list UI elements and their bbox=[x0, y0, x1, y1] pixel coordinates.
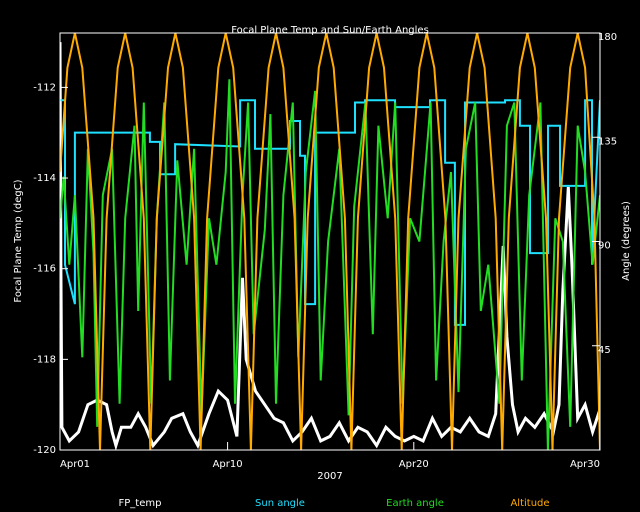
series-line bbox=[60, 42, 600, 450]
y2-axis-label: Angle (degrees) bbox=[621, 201, 632, 281]
series-line bbox=[60, 99, 600, 326]
series-line bbox=[60, 33, 600, 450]
legend-entry: FP_temp bbox=[119, 498, 162, 509]
legend-entry: Earth angle bbox=[386, 498, 444, 509]
x-tick-label: Apr20 bbox=[399, 459, 429, 470]
y2-tick-label: 135 bbox=[598, 136, 617, 147]
legend-entry: Altitude bbox=[510, 498, 549, 509]
y2-tick-label: 180 bbox=[598, 32, 617, 43]
legend-entry: Sun angle bbox=[255, 498, 305, 509]
y-tick-label: -118 bbox=[33, 354, 56, 365]
y-tick-label: -112 bbox=[33, 82, 56, 93]
y-tick-label: -120 bbox=[33, 445, 56, 456]
y-tick-label: -116 bbox=[33, 264, 56, 275]
plot-area bbox=[60, 33, 600, 450]
chart-title: Focal Plane Temp and Sun/Earth Angles bbox=[231, 25, 429, 36]
x-tick-label: Apr01 bbox=[60, 459, 90, 470]
series-line bbox=[60, 79, 600, 450]
x-tick-label: Apr10 bbox=[213, 459, 243, 470]
y-tick-label: -114 bbox=[33, 173, 56, 184]
x-axis-label: 2007 bbox=[317, 471, 342, 482]
y-axis-label: Focal Plane Temp (degC) bbox=[13, 179, 24, 302]
x-tick-label: Apr30 bbox=[570, 459, 600, 470]
y2-tick-label: 90 bbox=[598, 241, 611, 252]
y2-tick-label: 45 bbox=[598, 345, 611, 356]
